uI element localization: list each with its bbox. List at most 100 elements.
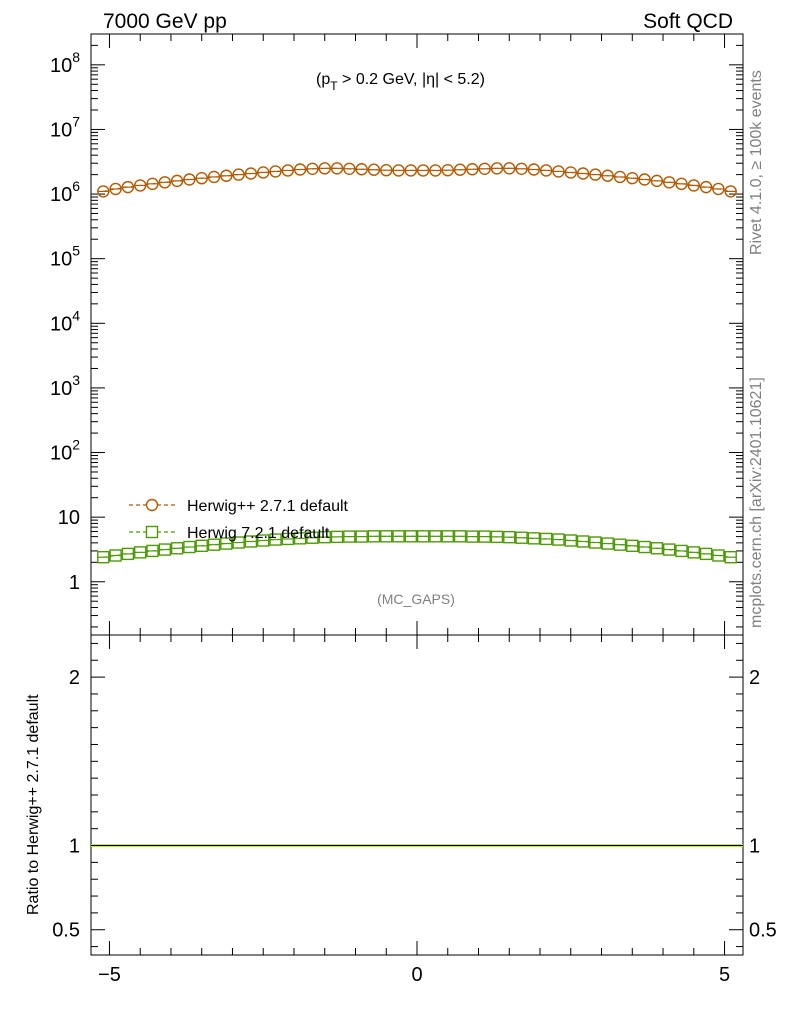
data-point-herwigpp (638, 173, 651, 186)
data-point-herwig7 (687, 546, 700, 559)
legend-marker-circle (145, 498, 159, 512)
data-point-herwigpp (318, 162, 331, 175)
header-right: Soft QCD (643, 10, 733, 33)
data-point-herwigpp (453, 163, 467, 176)
legend-label-herwigpp: Herwig++ 2.7.1 default (187, 498, 349, 515)
data-point-herwigpp (552, 165, 565, 178)
data-point-herwig7 (515, 531, 528, 544)
data-point-herwigpp (134, 179, 147, 192)
data-point-herwig7 (158, 543, 172, 556)
data-point-herwigpp (293, 163, 307, 176)
data-point-herwigpp (330, 162, 344, 175)
y-tick-label: 104 (50, 307, 80, 335)
legend-entry-herwigpp: Herwig++ 2.7.1 default (129, 498, 349, 515)
mcplots-label: mcplots.cern.ch [arXiv:2401.10621] (748, 377, 765, 628)
axes-group: 1 10 102 103 104 105 106 107 108 −5 0 5 0.5 0.5 1 1 2 2 (50, 33, 777, 986)
data-point-herwig7 (527, 532, 541, 545)
data-point-herwig7 (441, 530, 454, 543)
data-point-herwig7 (416, 530, 430, 543)
data-point-herwig7 (601, 537, 614, 550)
data-point-herwigpp (478, 162, 491, 176)
data-point-herwigpp (281, 164, 295, 177)
data-point-herwig7 (244, 535, 258, 548)
y-tick-label: 102 (50, 437, 80, 465)
data-point-herwigpp (675, 177, 688, 191)
legend-label-herwig7: Herwig 7.2.1 default (187, 525, 330, 542)
analysis-label: (MC_GAPS) (377, 591, 455, 607)
series-line-herwigpp (103, 167, 731, 192)
data-point-herwig7 (638, 540, 651, 554)
data-point-herwigpp (97, 185, 110, 198)
data-point-herwigpp (207, 170, 221, 184)
data-point-herwigpp (466, 163, 479, 176)
data-point-herwigpp (367, 163, 381, 176)
data-point-herwig7 (589, 536, 602, 549)
y-tick-label: 105 (50, 243, 80, 271)
data-point-herwig7 (183, 540, 196, 554)
data-point-herwig7 (662, 543, 676, 556)
data-point-herwig7 (576, 535, 590, 548)
ratio-y-tick-label-right: 2 (749, 667, 760, 689)
data-point-herwig7 (712, 549, 725, 562)
data-point-herwig7 (330, 530, 344, 544)
data-point-herwig7 (404, 530, 418, 543)
data-point-herwigpp (355, 163, 368, 176)
data-point-herwig7 (675, 544, 688, 558)
data-point-herwig7 (232, 536, 245, 549)
data-point-herwigpp (404, 164, 418, 177)
ratio-y-tick-label: 0.5 (52, 920, 80, 942)
data-point-herwigpp (257, 166, 270, 179)
data-point-herwig7 (355, 530, 368, 543)
data-point-herwig7 (503, 530, 516, 544)
data-point-herwigpp (699, 180, 713, 194)
legend: Herwig++ 2.7.1 default Herwig 7.2.1 defa… (129, 498, 349, 542)
data-point-herwigpp (109, 182, 122, 196)
data-point-herwig7 (724, 550, 737, 564)
data-point-herwig7 (207, 538, 221, 551)
ratio-lines (91, 844, 743, 848)
data-point-herwig7 (121, 547, 135, 561)
data-point-herwig7 (564, 534, 577, 547)
data-point-herwig7 (367, 530, 381, 543)
data-point-herwigpp (146, 177, 159, 191)
x-tick-label: 0 (411, 964, 422, 986)
data-point-herwigpp (170, 174, 184, 188)
ratio-y-axis-label: Ratio to Herwig++ 2.7.1 default (25, 694, 42, 915)
data-point-herwigpp (306, 162, 319, 176)
x-tick-label: −5 (98, 964, 121, 986)
ratio-y-tick-label: 2 (69, 667, 80, 689)
data-point-herwigpp (220, 169, 233, 182)
data-point-herwigpp (650, 174, 664, 188)
data-point-herwigpp (626, 171, 639, 185)
data-point-herwigpp (380, 164, 393, 177)
data-point-herwig7 (318, 530, 331, 544)
y-tick-label: 106 (50, 178, 80, 206)
data-point-herwig7 (293, 532, 307, 545)
data-point-herwig7 (539, 532, 553, 546)
data-point-herwigpp (539, 164, 553, 177)
ratio-y-tick-label-right: 0.5 (749, 920, 777, 942)
main-plot-frame (90, 33, 744, 636)
data-point-herwig7 (306, 531, 319, 544)
data-point-herwigpp (429, 164, 442, 177)
data-point-herwigpp (232, 168, 245, 181)
data-point-herwigpp (490, 162, 504, 175)
data-point-herwigpp (687, 179, 700, 192)
data-point-herwig7 (97, 550, 110, 564)
ratio-y-tick-label: 1 (69, 836, 80, 858)
data-point-herwig7 (220, 537, 233, 550)
data-point-herwig7 (699, 547, 713, 561)
data-point-herwigpp (269, 165, 282, 178)
data-point-herwig7 (613, 538, 627, 551)
data-point-herwig7 (392, 530, 405, 543)
rivet-label: Rivet 4.1.0, ≥ 100k events (748, 70, 765, 255)
header-left: 7000 GeV pp (103, 10, 227, 33)
y-tick-label: 1 (69, 572, 80, 594)
data-point-herwig7 (269, 533, 282, 546)
data-point-herwigpp (564, 166, 577, 179)
ratio-plot-frame (90, 634, 744, 956)
data-point-herwig7 (170, 542, 184, 555)
data-point-herwig7 (146, 544, 159, 558)
data-point-herwig7 (134, 546, 147, 559)
